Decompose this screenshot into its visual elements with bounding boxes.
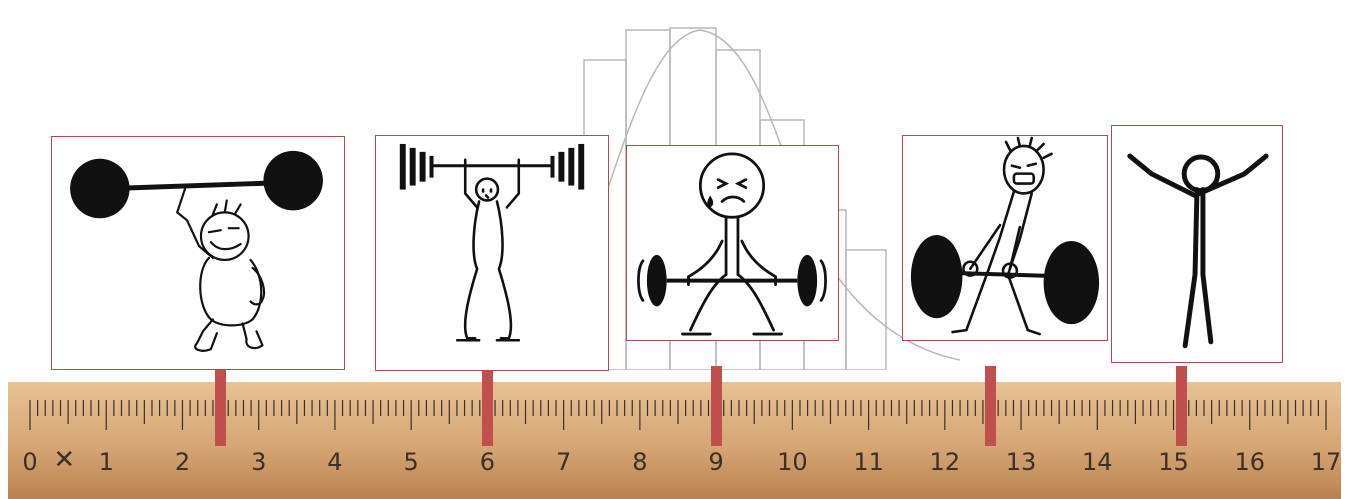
position-marker <box>481 371 493 446</box>
position-marker <box>1175 366 1187 446</box>
position-marker <box>985 366 997 446</box>
figure-card-arms-up <box>1111 125 1283 363</box>
ruler-label: 11 <box>853 448 884 476</box>
ruler-label: 2 <box>175 448 190 476</box>
figure-card-effortless-lifter <box>51 136 345 370</box>
ruler-label: 4 <box>327 448 342 476</box>
strongman-one-finger-lift-icon <box>70 150 323 352</box>
figure-card-screaming-deadlift <box>902 135 1108 341</box>
ruler-label: 12 <box>930 448 961 476</box>
stickman-arms-raised-icon <box>1127 153 1269 349</box>
ruler-label: 5 <box>404 448 419 476</box>
ruler-label: 17 <box>1311 448 1341 476</box>
ruler-label: 13 <box>1006 448 1037 476</box>
ruler-x-mark: ✕ <box>53 445 75 475</box>
position-marker <box>215 370 227 446</box>
ruler-label: 8 <box>632 448 647 476</box>
wooden-ruler: 0 1 2 3 4 5 6 7 8 9 10 11 12 13 14 15 16 17✕ <box>8 382 1341 499</box>
ruler-label: 1 <box>99 448 114 476</box>
ruler-ticks <box>29 400 1327 430</box>
figure-card-overhead-press <box>375 135 609 371</box>
ruler-label: 7 <box>556 448 571 476</box>
stickman-overhead-barbell-icon <box>399 143 585 342</box>
figure-card-struggling-lift <box>626 145 839 341</box>
position-marker <box>710 366 722 446</box>
ruler-label: 6 <box>480 448 495 476</box>
ruler-labels: 0 1 2 3 4 5 6 7 8 9 10 11 12 13 14 15 16 17✕ <box>22 445 1341 476</box>
ruler-label: 15 <box>1158 448 1189 476</box>
ruler-label: 14 <box>1082 448 1113 476</box>
stickman-screaming-deadlift-icon <box>910 136 1100 336</box>
ruler-label: 0 <box>22 448 37 476</box>
ruler-label: 3 <box>251 448 266 476</box>
ruler-label: 9 <box>708 448 723 476</box>
stickman-straining-squat-icon <box>637 152 827 336</box>
ruler-label: 10 <box>777 448 808 476</box>
ruler-label: 16 <box>1234 448 1265 476</box>
